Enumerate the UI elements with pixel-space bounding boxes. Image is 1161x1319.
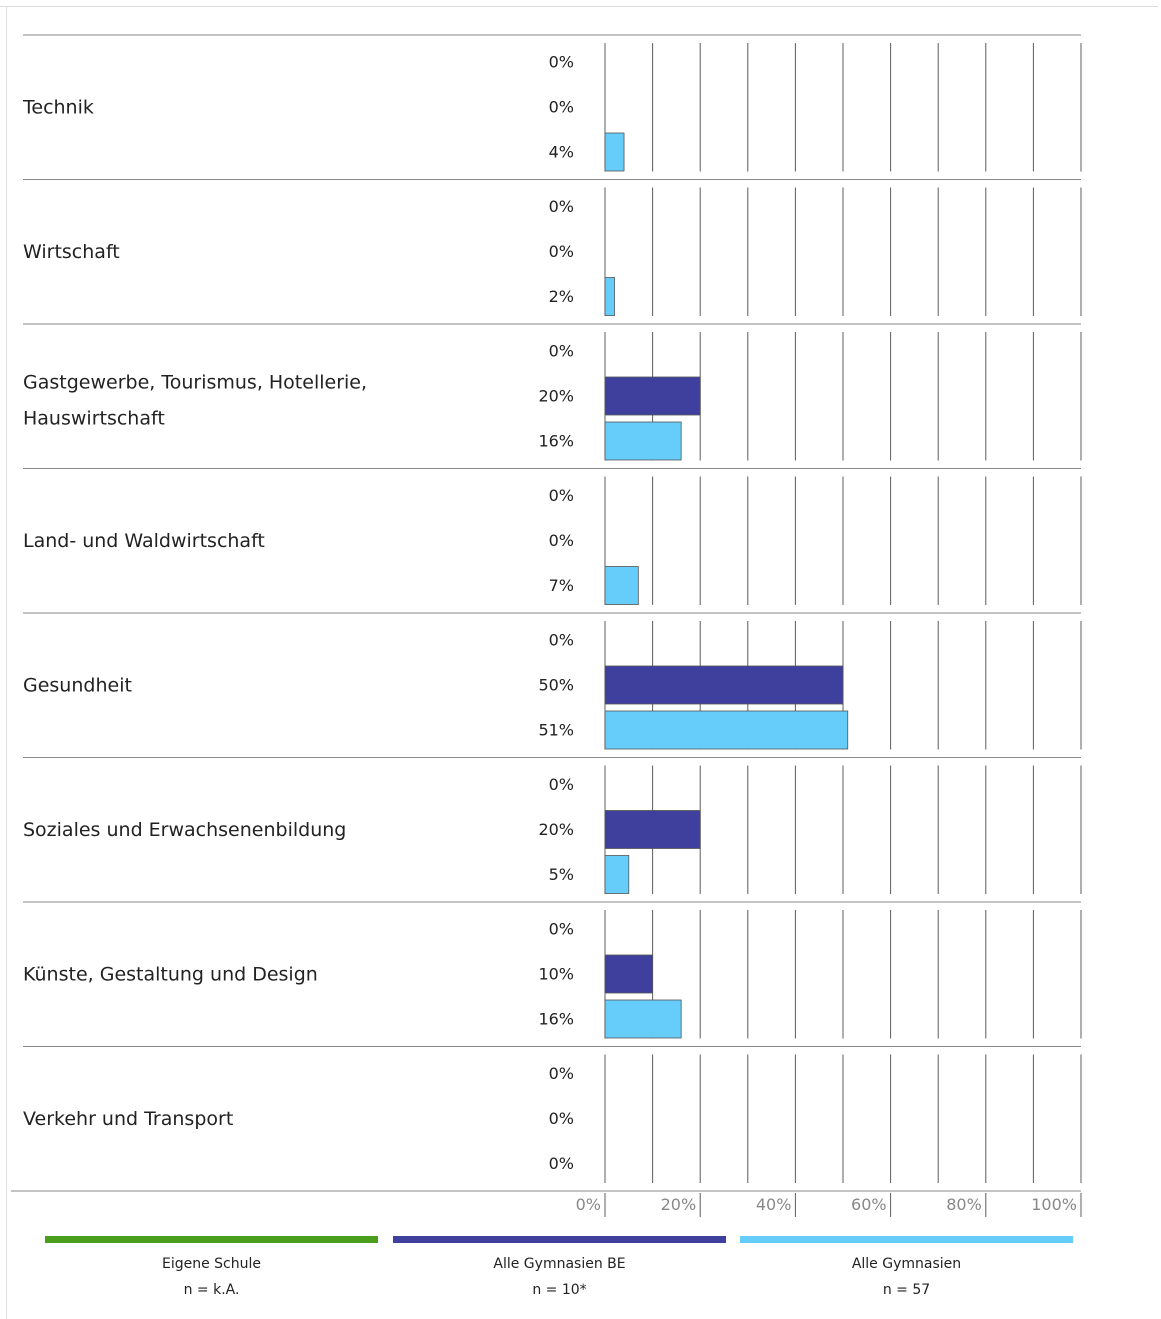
value-label-alle-gymnasien-be-verkehr-und-transport: 0%: [549, 1109, 574, 1128]
legend-item-alle-gymnasien: Alle Gymnasien n = 57: [740, 1236, 1073, 1299]
bar-alle-gymnasien-be-gastgewerbe-tourismus-hotellerie-hauswirtschaft: [604, 376, 701, 416]
value-label-eigene-schule-technik: 0%: [549, 53, 574, 72]
value-label-eigene-schule-land-und-waldwirtschaft: 0%: [549, 486, 574, 505]
value-label-alle-gymnasien-be-kunste-gestaltung-und-design: 10%: [538, 965, 574, 984]
category-label-gastgewerbe-tourismus-hotellerie-hauswirtschaft: Gastgewerbe, Tourismus, Hotellerie, Hausw…: [23, 371, 367, 429]
bar-alle-gymnasien-technik: [604, 132, 625, 172]
value-label-alle-gymnasien-be-technik: 0%: [549, 98, 574, 117]
value-label-alle-gymnasien-be-gastgewerbe-tourismus-hotellerie-hauswirtschaft: 20%: [538, 387, 574, 406]
legend-label-alle-gymnasien-be: Alle Gymnasien BE: [493, 1256, 626, 1272]
bar-alle-gymnasien-be-gesundheit: [604, 665, 844, 705]
bar-alle-gymnasien-gastgewerbe-tourismus-hotellerie-hauswirtschaft: [604, 421, 682, 461]
legend-swatch-alle-gymnasien-be: [393, 1236, 726, 1243]
x-axis-tick-label: 20%: [661, 1195, 697, 1214]
category-label-land-und-waldwirtschaft: Land- und Waldwirtschaft: [23, 530, 265, 552]
value-label-alle-gymnasien-be-gesundheit: 50%: [538, 676, 574, 695]
category-label-technik: Technik: [22, 96, 94, 118]
legend-swatch-alle-gymnasien: [740, 1236, 1073, 1243]
value-label-alle-gymnasien-be-land-und-waldwirtschaft: 0%: [549, 531, 574, 550]
value-label-eigene-schule-verkehr-und-transport: 0%: [549, 1064, 574, 1083]
bar-alle-gymnasien-kunste-gestaltung-und-design: [604, 999, 682, 1039]
x-axis-tick-label: 40%: [756, 1195, 792, 1214]
bar-alle-gymnasien-gesundheit: [604, 710, 849, 750]
frame-left-border: [6, 6, 7, 1319]
value-label-alle-gymnasien-verkehr-und-transport: 0%: [549, 1154, 574, 1173]
bar-alle-gymnasien-soziales-und-erwachsenenbildung: [604, 855, 630, 894]
legend-item-alle-gymnasien-be: Alle Gymnasien BE n = 10*: [393, 1236, 726, 1299]
bar-alle-gymnasien-land-und-waldwirtschaft: [604, 566, 639, 605]
legend-n-eigene-schule: n = k.A.: [183, 1282, 240, 1298]
legend-label-eigene-schule: Eigene Schule: [161, 1256, 261, 1272]
value-label-alle-gymnasien-wirtschaft: 2%: [549, 287, 574, 306]
bar-alle-gymnasien-be-soziales-und-erwachsenenbildung: [604, 810, 701, 849]
x-axis-tick-label: 100%: [1031, 1195, 1077, 1214]
bar-alle-gymnasien-be-kunste-gestaltung-und-design: [604, 954, 653, 994]
legend-n-alle-gymnasien: n = 57: [882, 1282, 931, 1298]
legend-item-eigene-schule: Eigene Schule n = k.A.: [45, 1236, 378, 1299]
bar-alle-gymnasien-wirtschaft: [604, 277, 615, 316]
value-label-alle-gymnasien-be-wirtschaft: 0%: [549, 242, 574, 261]
value-label-eigene-schule-kunste-gestaltung-und-design: 0%: [549, 920, 574, 939]
value-label-eigene-schule-gastgewerbe-tourismus-hotellerie-hauswirtschaft: 0%: [549, 342, 574, 361]
value-label-alle-gymnasien-be-soziales-und-erwachsenenbildung: 20%: [538, 820, 574, 839]
value-label-alle-gymnasien-technik: 4%: [549, 143, 574, 162]
category-label-gesundheit: Gesundheit: [23, 674, 132, 696]
x-axis-tick-label: 0%: [576, 1195, 601, 1214]
category-label-verkehr-und-transport: Verkehr und Transport: [23, 1108, 233, 1130]
x-axis-tick-label: 80%: [946, 1195, 982, 1214]
value-label-eigene-schule-soziales-und-erwachsenenbildung: 0%: [549, 775, 574, 794]
value-label-eigene-schule-gesundheit: 0%: [549, 631, 574, 650]
value-label-eigene-schule-wirtschaft: 0%: [549, 197, 574, 216]
bar-chart: Technik 0% 0% 4% Wirtschaft 0% 0% 2% Gastgewerbe…: [11, 34, 1082, 1217]
category-label-wirtschaft: Wirtschaft: [23, 241, 120, 263]
legend-n-alle-gymnasien-be: n = 10*: [532, 1282, 587, 1298]
legend-label-alle-gymnasien: Alle Gymnasien: [851, 1256, 962, 1272]
value-label-alle-gymnasien-gastgewerbe-tourismus-hotellerie-hauswirtschaft: 16%: [538, 432, 574, 451]
value-label-alle-gymnasien-kunste-gestaltung-und-design: 16%: [538, 1010, 574, 1029]
category-label-kunste-gestaltung-und-design: Künste, Gestaltung und Design: [23, 963, 318, 985]
category-label-soziales-und-erwachsenenbildung: Soziales und Erwachsenenbildung: [23, 819, 346, 841]
value-label-alle-gymnasien-soziales-und-erwachsenenbildung: 5%: [549, 865, 574, 884]
legend-swatch-eigene-schule: [45, 1236, 378, 1243]
x-axis-tick-label: 60%: [851, 1195, 887, 1214]
value-label-alle-gymnasien-land-und-waldwirtschaft: 7%: [549, 576, 574, 595]
frame-top-border: [0, 6, 1158, 7]
value-label-alle-gymnasien-gesundheit: 51%: [538, 721, 574, 740]
